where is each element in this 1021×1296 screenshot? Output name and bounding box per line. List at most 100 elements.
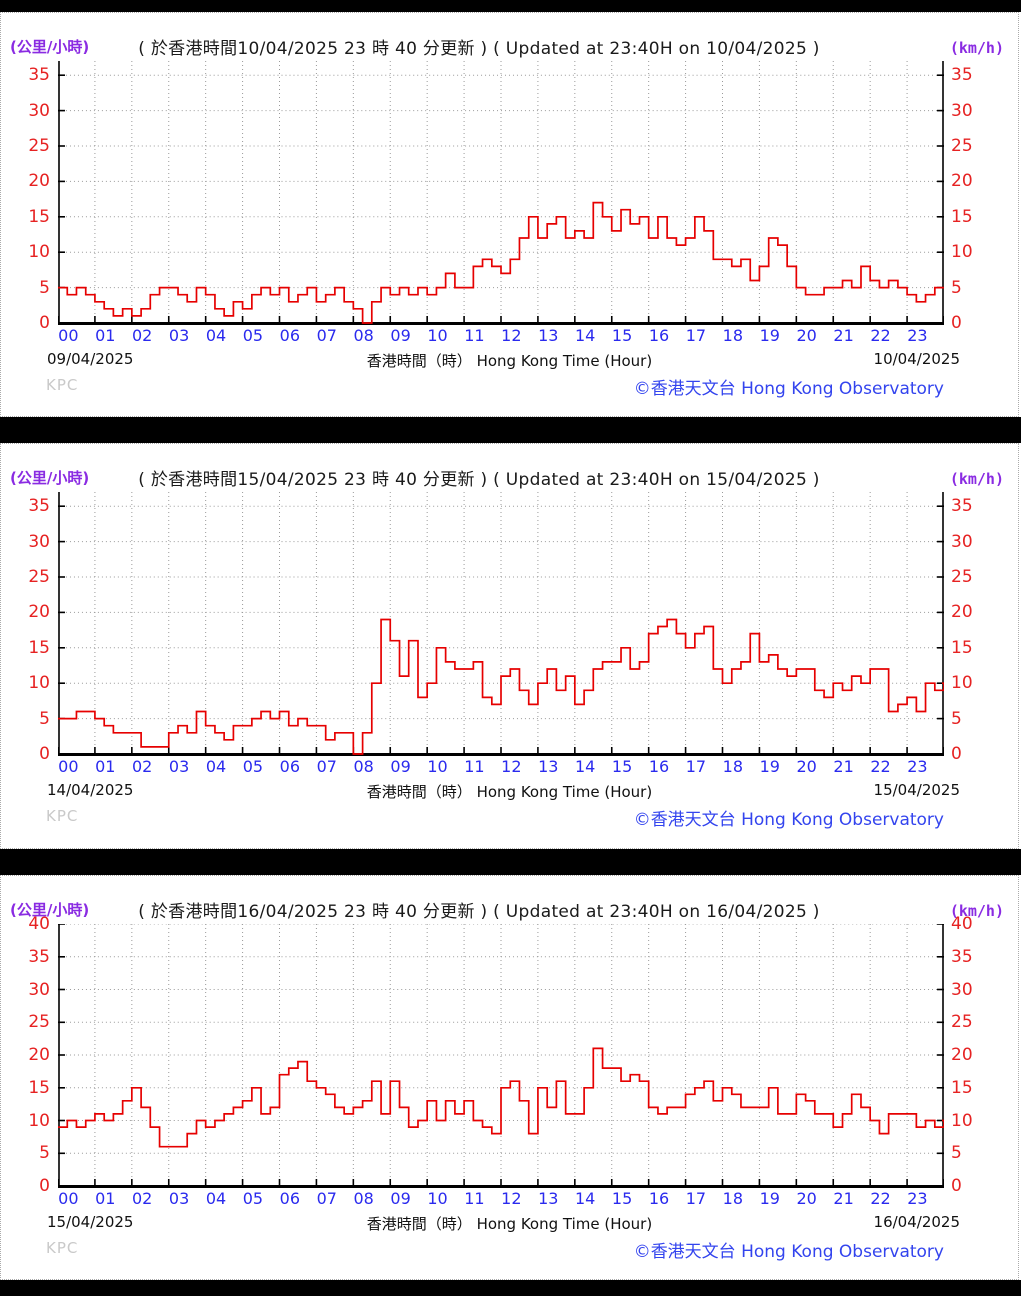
chart-header: (公里/小時) ( 於香港時間10/04/2025 23 時 40 分更新 ) … bbox=[1, 13, 1018, 61]
x-tick-label: 08 bbox=[353, 757, 374, 776]
x-tick-label: 12 bbox=[501, 757, 522, 776]
x-tick-label: 15 bbox=[611, 1189, 633, 1208]
y-tick-label: 30 bbox=[951, 979, 973, 1000]
x-tick-label: 15 bbox=[611, 757, 633, 776]
x-axis-labels: 00 01 02 03 04 05 06 07 08 09 10 11 12 13 14 15 16 17 18 19… bbox=[58, 325, 944, 348]
y-tick-label: 20 bbox=[951, 602, 973, 623]
y-tick-label: 25 bbox=[28, 566, 50, 587]
y-tick-label: 35 bbox=[28, 496, 50, 517]
x-tick-label: 23 bbox=[907, 757, 928, 776]
x-axis-title: 香港時間（時） Hong Kong Time (Hour) bbox=[366, 1215, 653, 1233]
x-tick-label: 03 bbox=[168, 326, 190, 345]
y-tick-label: 30 bbox=[28, 979, 50, 1000]
unit-label-en: (km/h) bbox=[949, 39, 1004, 57]
x-tick-label: 01 bbox=[95, 1189, 116, 1208]
y-tick-label: 10 bbox=[951, 1110, 973, 1131]
x-tick-label: 14 bbox=[574, 1189, 596, 1208]
end-date-label: 16/04/2025 bbox=[873, 1213, 960, 1231]
y-axis-labels-right: 0 5 10 15 20 25 30 35 bbox=[944, 492, 1018, 764]
y-tick-label: 25 bbox=[28, 1012, 50, 1033]
plot-row: 0 5 10 15 20 25 30 35 0 5 10 15 20 25 30 35 bbox=[1, 492, 1018, 764]
y-tick-label: 25 bbox=[951, 1012, 973, 1033]
top-border-bar bbox=[0, 0, 1021, 12]
x-tick-label: 17 bbox=[685, 757, 707, 776]
x-tick-label: 08 bbox=[353, 326, 374, 345]
y-tick-label: 0 bbox=[39, 1176, 50, 1196]
y-axis-labels-right: 0 5 10 15 20 25 30 35 40 bbox=[944, 914, 1018, 1196]
x-tick-label: 09 bbox=[390, 326, 411, 345]
x-tick-label: 11 bbox=[464, 326, 485, 345]
wind-speed-plot bbox=[58, 61, 944, 325]
start-date-label: 14/04/2025 bbox=[47, 781, 134, 799]
y-tick-label: 35 bbox=[951, 496, 973, 517]
chart-footer: 09/04/2025 香港時間（時） Hong Kong Time (Hour)… bbox=[1, 348, 1018, 373]
y-tick-label: 35 bbox=[951, 65, 973, 86]
wind-chart-panel-3: (公里/小時) ( 於香港時間16/04/2025 23 時 40 分更新 ) … bbox=[0, 875, 1019, 1280]
x-tick-label: 20 bbox=[796, 1189, 817, 1208]
y-tick-label: 35 bbox=[951, 946, 973, 967]
x-tick-label: 20 bbox=[796, 326, 817, 345]
y-tick-label: 35 bbox=[28, 65, 50, 86]
x-tick-label: 21 bbox=[833, 1189, 854, 1208]
y-tick-label: 10 bbox=[28, 1110, 50, 1131]
wind-chart-panel-2: (公里/小時) ( 於香港時間15/04/2025 23 時 40 分更新 ) … bbox=[0, 443, 1019, 849]
hko-copyright: ©香港天文台 Hong Kong Observatory bbox=[633, 810, 944, 830]
y-tick-label: 15 bbox=[951, 637, 973, 658]
x-tick-label: 21 bbox=[833, 757, 854, 776]
plot-row: 0 5 10 15 20 25 30 35 40 0 5 10 15 20 25 30 35 40 bbox=[1, 914, 1018, 1196]
y-axis-labels-left: 0 5 10 15 20 25 30 35 bbox=[1, 61, 58, 333]
x-axis-labels: 00 01 02 03 04 05 06 07 08 09 10 11 12 13 14 15 16 17 18 19… bbox=[58, 756, 944, 779]
credit-row: KPC ©香港天文台 Hong Kong Observatory bbox=[1, 804, 1018, 834]
x-tick-label: 11 bbox=[464, 757, 485, 776]
y-tick-label: 30 bbox=[28, 531, 50, 552]
x-tick-label: 22 bbox=[870, 1189, 891, 1208]
wind-speed-chart-svg bbox=[58, 492, 944, 756]
x-tick-label: 04 bbox=[205, 757, 227, 776]
x-tick-label: 13 bbox=[538, 1189, 559, 1208]
y-tick-label: 5 bbox=[39, 1143, 50, 1164]
wind-speed-plot bbox=[58, 492, 944, 756]
y-tick-label: 0 bbox=[39, 744, 50, 764]
bottom-border-bar bbox=[0, 1280, 1021, 1296]
y-tick-label: 5 bbox=[951, 1143, 962, 1164]
y-tick-label: 20 bbox=[951, 171, 973, 192]
y-tick-label: 5 bbox=[951, 277, 962, 298]
y-tick-label: 10 bbox=[28, 673, 50, 694]
end-date-label: 10/04/2025 bbox=[873, 350, 960, 368]
x-axis-title: 香港時間（時） Hong Kong Time (Hour) bbox=[366, 783, 653, 801]
x-tick-label: 08 bbox=[353, 1189, 374, 1208]
x-tick-label: 05 bbox=[242, 757, 264, 776]
start-date-label: 09/04/2025 bbox=[47, 350, 134, 368]
x-tick-label: 16 bbox=[648, 1189, 670, 1208]
hko-copyright: ©香港天文台 Hong Kong Observatory bbox=[633, 379, 944, 399]
y-tick-label: 5 bbox=[39, 708, 50, 729]
chart-footer: 15/04/2025 香港時間（時） Hong Kong Time (Hour)… bbox=[1, 1211, 1018, 1236]
x-tick-label: 15 bbox=[611, 326, 633, 345]
x-tick-label: 18 bbox=[722, 326, 744, 345]
credit-row: KPC ©香港天文台 Hong Kong Observatory bbox=[1, 373, 1018, 403]
y-tick-label: 10 bbox=[28, 242, 50, 263]
y-tick-label: 15 bbox=[951, 206, 973, 227]
y-tick-label: 25 bbox=[951, 135, 973, 156]
x-tick-label: 01 bbox=[95, 757, 116, 776]
x-tick-label: 07 bbox=[316, 326, 337, 345]
y-tick-label: 40 bbox=[951, 914, 973, 934]
x-tick-label: 22 bbox=[870, 757, 891, 776]
credit-row: KPC ©香港天文台 Hong Kong Observatory bbox=[1, 1236, 1018, 1266]
x-tick-label: 13 bbox=[538, 326, 559, 345]
y-tick-label: 0 bbox=[951, 313, 962, 333]
x-tick-label: 20 bbox=[796, 757, 817, 776]
y-tick-label: 15 bbox=[28, 206, 50, 227]
x-axis-title: 香港時間（時） Hong Kong Time (Hour) bbox=[366, 352, 653, 370]
x-tick-label: 10 bbox=[427, 757, 448, 776]
x-tick-label: 03 bbox=[168, 757, 190, 776]
x-tick-label: 16 bbox=[648, 757, 670, 776]
x-tick-label: 02 bbox=[131, 326, 153, 345]
x-tick-label: 00 bbox=[58, 1189, 79, 1208]
x-axis-labels: 00 01 02 03 04 05 06 07 08 09 10 11 12 13 14 15 16 17 18 19… bbox=[58, 1188, 944, 1211]
y-tick-label: 35 bbox=[28, 946, 50, 967]
y-axis-labels-left: 0 5 10 15 20 25 30 35 40 bbox=[1, 914, 58, 1196]
unit-label-zh: (公里/小時) bbox=[10, 901, 90, 919]
y-tick-label: 15 bbox=[951, 1077, 973, 1098]
x-tick-label: 12 bbox=[501, 1189, 522, 1208]
